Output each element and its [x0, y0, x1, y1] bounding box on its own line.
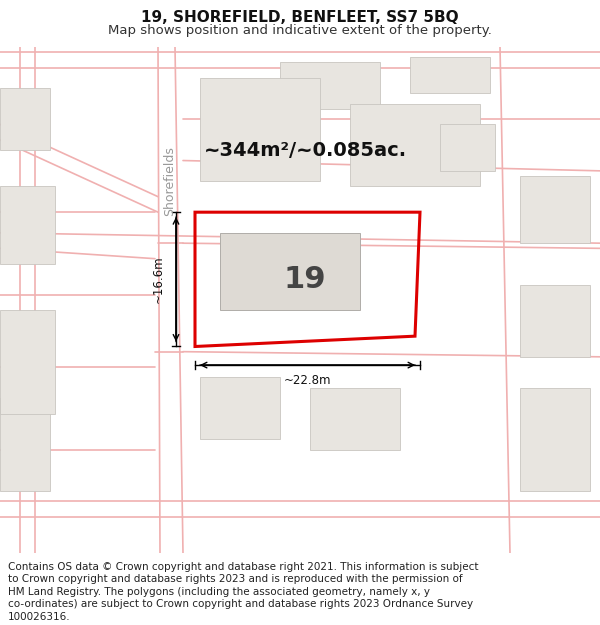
- Text: Map shows position and indicative extent of the property.: Map shows position and indicative extent…: [108, 24, 492, 36]
- Text: co-ordinates) are subject to Crown copyright and database rights 2023 Ordnance S: co-ordinates) are subject to Crown copyr…: [8, 599, 473, 609]
- Text: Contains OS data © Crown copyright and database right 2021. This information is : Contains OS data © Crown copyright and d…: [8, 562, 478, 572]
- Text: 100026316.: 100026316.: [8, 612, 70, 622]
- Text: 19: 19: [284, 265, 326, 294]
- Text: ~16.6m: ~16.6m: [151, 256, 164, 303]
- Text: 19, SHOREFIELD, BENFLEET, SS7 5BQ: 19, SHOREFIELD, BENFLEET, SS7 5BQ: [141, 10, 459, 25]
- Bar: [310, 388, 400, 450]
- Bar: [520, 284, 590, 357]
- Bar: [280, 62, 380, 109]
- Bar: [350, 104, 480, 186]
- Text: HM Land Registry. The polygons (including the associated geometry, namely x, y: HM Land Registry. The polygons (includin…: [8, 587, 430, 597]
- Text: ~22.8m: ~22.8m: [284, 374, 331, 387]
- Bar: [520, 176, 590, 243]
- Bar: [520, 388, 590, 491]
- Bar: [200, 78, 320, 181]
- Bar: [0, 186, 55, 264]
- Text: Shorefields: Shorefields: [163, 146, 176, 216]
- Bar: [220, 233, 360, 311]
- Bar: [410, 58, 490, 93]
- Bar: [0, 398, 50, 491]
- Bar: [0, 88, 50, 150]
- Bar: [0, 311, 55, 414]
- Text: to Crown copyright and database rights 2023 and is reproduced with the permissio: to Crown copyright and database rights 2…: [8, 574, 463, 584]
- Bar: [440, 124, 495, 171]
- Text: ~344m²/~0.085ac.: ~344m²/~0.085ac.: [203, 141, 407, 160]
- Bar: [200, 378, 280, 439]
